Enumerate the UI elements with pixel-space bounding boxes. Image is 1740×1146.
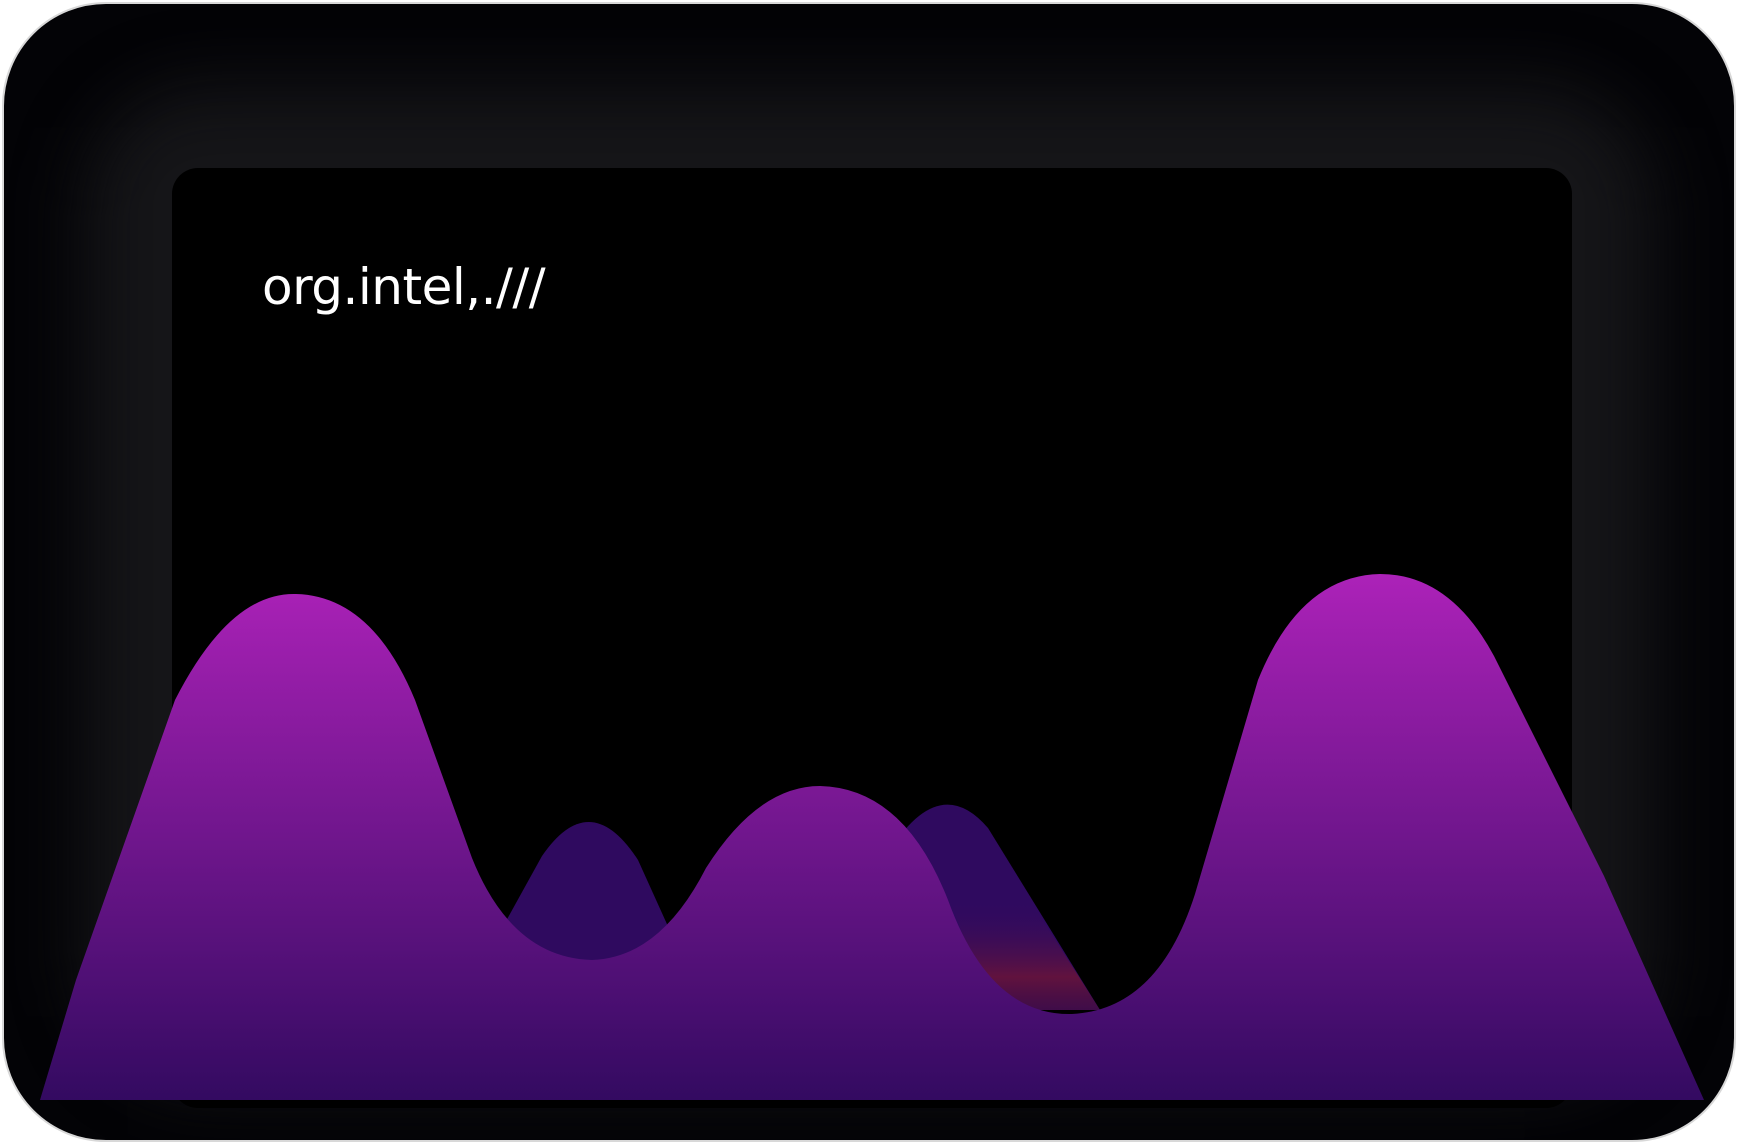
front-mountains [40,574,1704,1100]
brand-title: org.intel,./// [262,258,546,316]
back-peak-left [490,821,690,975]
